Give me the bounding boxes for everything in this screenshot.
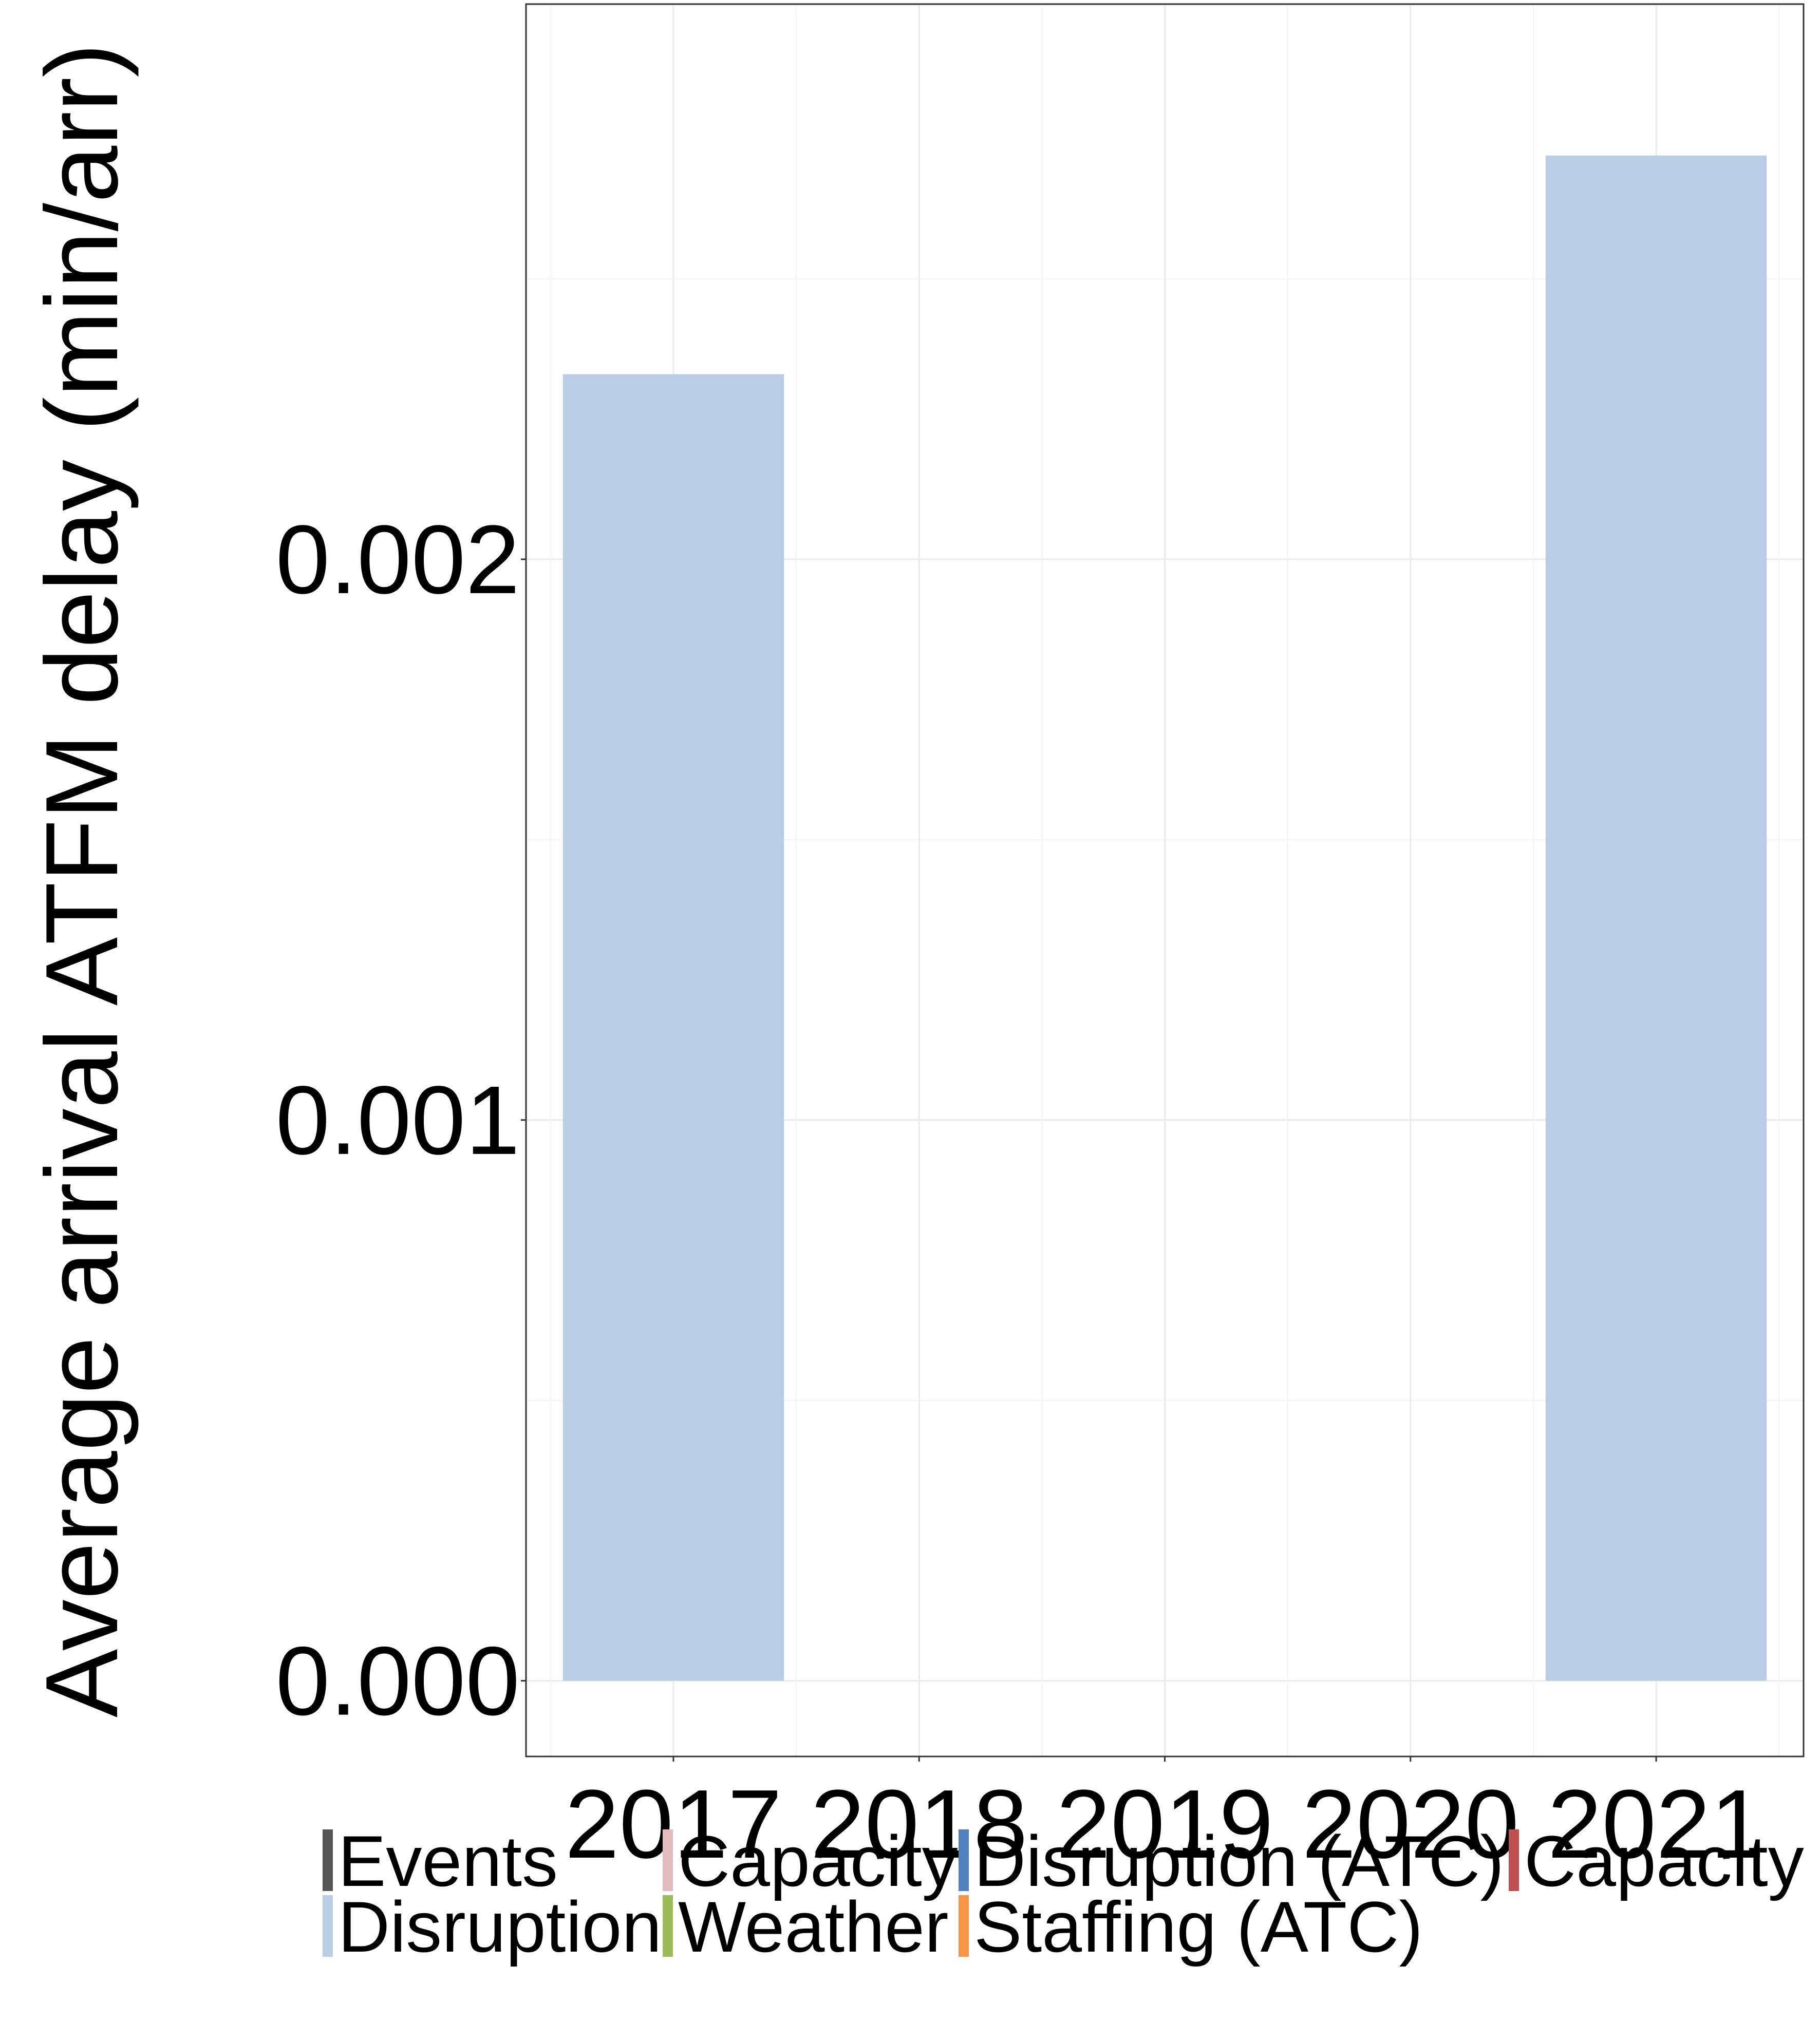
legend-label: Disruption <box>338 1886 662 1967</box>
legend-key <box>959 1829 969 1891</box>
bar-2021 <box>1545 155 1767 1681</box>
legend-label: Capacity <box>1524 1821 1804 1901</box>
legend-label: Staffing (ATC) <box>974 1886 1423 1967</box>
legend-item: Staffing (ATC) <box>959 1886 1423 1967</box>
legend-key <box>323 1829 333 1891</box>
legend-item: Capacity <box>1509 1821 1804 1901</box>
legend-label: Capacity <box>678 1821 958 1901</box>
legend-key <box>323 1895 333 1957</box>
y-tick-label: 0.001 <box>276 1066 520 1175</box>
y-axis: 0.000 0.001 0.002 <box>276 505 526 1736</box>
legend-key <box>1509 1829 1519 1891</box>
legend-key <box>663 1829 673 1891</box>
x-tick-label: 2019 <box>1056 1770 1273 1879</box>
legend-key <box>959 1895 969 1957</box>
y-tick-label: 0.002 <box>276 505 520 614</box>
legend: Events Capacity Disruption (ATC) CapacityDi… <box>323 1821 1804 1967</box>
legend-item: Weather <box>663 1886 949 1967</box>
y-axis-title: Average arrival ATFM delay (min/arr) <box>25 43 139 1717</box>
x-tick-label: 2018 <box>811 1770 1028 1879</box>
y-tick-label: 0.000 <box>276 1627 520 1736</box>
bar-2017 <box>562 374 784 1681</box>
x-tick-label: 2020 <box>1302 1770 1519 1879</box>
legend-label: Events <box>338 1821 558 1901</box>
x-axis: 2017 2018 2019 2020 2021 <box>565 1756 1765 1879</box>
legend-item: Capacity <box>663 1821 958 1901</box>
legend-item: Events <box>323 1821 558 1901</box>
x-tick-label: 2021 <box>1548 1770 1765 1879</box>
legend-item: Disruption (ATC) <box>959 1821 1504 1901</box>
bars <box>562 155 1767 1681</box>
x-tick-label: 2017 <box>565 1770 782 1879</box>
legend-item: Disruption <box>323 1886 662 1967</box>
legend-key <box>663 1895 673 1957</box>
legend-label: Disruption (ATC) <box>974 1821 1504 1901</box>
legend-label: Weather <box>678 1886 949 1967</box>
